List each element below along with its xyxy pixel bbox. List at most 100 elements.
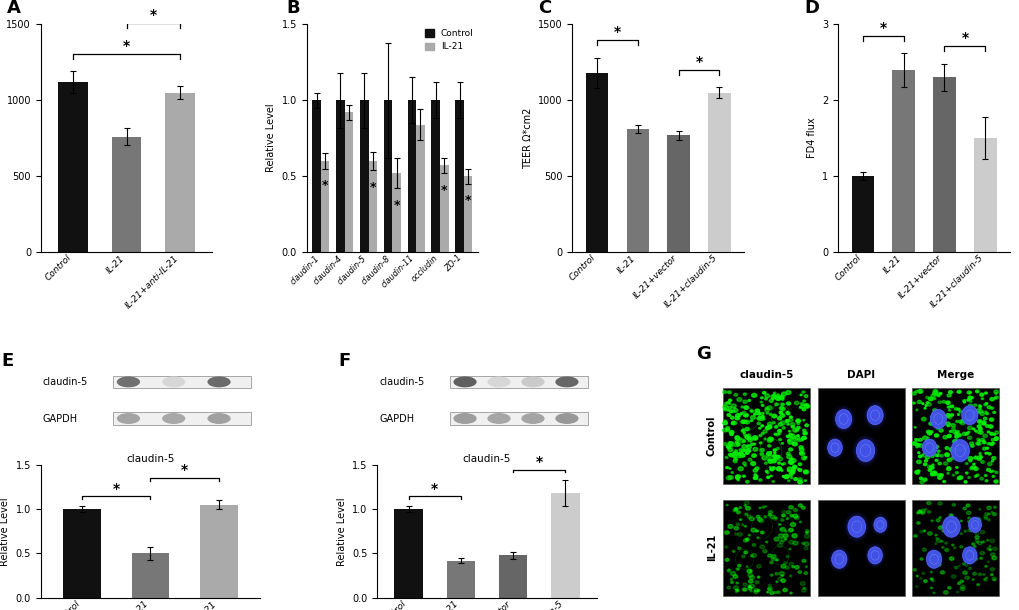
Text: *: * bbox=[369, 181, 376, 193]
Ellipse shape bbox=[924, 549, 942, 569]
Circle shape bbox=[954, 432, 957, 435]
Circle shape bbox=[802, 419, 804, 421]
Circle shape bbox=[936, 476, 942, 479]
Ellipse shape bbox=[490, 378, 506, 386]
Circle shape bbox=[795, 419, 800, 423]
Circle shape bbox=[790, 514, 793, 517]
Ellipse shape bbox=[453, 414, 475, 423]
Ellipse shape bbox=[211, 415, 227, 422]
Circle shape bbox=[915, 470, 917, 472]
Circle shape bbox=[994, 437, 998, 440]
Circle shape bbox=[797, 478, 801, 481]
Circle shape bbox=[976, 420, 979, 423]
Circle shape bbox=[994, 397, 996, 399]
Ellipse shape bbox=[165, 415, 181, 422]
Ellipse shape bbox=[489, 414, 507, 423]
Circle shape bbox=[734, 533, 737, 535]
Circle shape bbox=[990, 577, 996, 580]
Circle shape bbox=[964, 564, 967, 567]
Ellipse shape bbox=[960, 545, 978, 566]
Circle shape bbox=[918, 511, 921, 514]
Circle shape bbox=[764, 407, 767, 409]
Ellipse shape bbox=[847, 516, 865, 537]
Circle shape bbox=[956, 444, 959, 446]
Circle shape bbox=[957, 414, 959, 415]
Bar bbox=[113, 412, 251, 425]
Circle shape bbox=[978, 509, 980, 510]
Ellipse shape bbox=[871, 515, 888, 534]
Ellipse shape bbox=[489, 378, 507, 386]
Circle shape bbox=[799, 438, 803, 441]
Ellipse shape bbox=[453, 413, 476, 424]
Circle shape bbox=[950, 414, 953, 416]
Circle shape bbox=[916, 400, 920, 404]
Circle shape bbox=[772, 395, 774, 397]
Circle shape bbox=[749, 410, 752, 412]
Circle shape bbox=[981, 421, 985, 423]
Circle shape bbox=[804, 404, 809, 408]
Ellipse shape bbox=[525, 379, 540, 385]
Circle shape bbox=[747, 458, 751, 461]
Circle shape bbox=[949, 557, 953, 561]
Circle shape bbox=[984, 577, 986, 579]
Circle shape bbox=[781, 403, 784, 406]
Circle shape bbox=[965, 472, 967, 474]
Circle shape bbox=[975, 542, 977, 544]
Bar bbox=[368, 161, 377, 252]
Bar bbox=[321, 161, 329, 252]
Circle shape bbox=[792, 442, 797, 446]
Circle shape bbox=[976, 425, 980, 428]
Ellipse shape bbox=[961, 546, 977, 565]
Circle shape bbox=[759, 401, 762, 403]
Ellipse shape bbox=[826, 439, 842, 456]
Circle shape bbox=[728, 448, 732, 451]
Circle shape bbox=[968, 400, 971, 403]
Ellipse shape bbox=[950, 440, 968, 462]
Circle shape bbox=[986, 561, 988, 562]
Circle shape bbox=[749, 590, 751, 592]
Circle shape bbox=[781, 538, 785, 542]
Ellipse shape bbox=[947, 436, 972, 465]
Circle shape bbox=[945, 401, 949, 404]
Circle shape bbox=[921, 453, 926, 457]
Circle shape bbox=[780, 407, 785, 411]
Circle shape bbox=[748, 534, 749, 536]
Circle shape bbox=[727, 570, 730, 572]
Circle shape bbox=[963, 418, 967, 422]
Circle shape bbox=[794, 516, 798, 520]
Circle shape bbox=[928, 466, 933, 469]
Circle shape bbox=[730, 581, 733, 583]
Ellipse shape bbox=[117, 376, 140, 387]
Ellipse shape bbox=[453, 377, 475, 387]
Ellipse shape bbox=[120, 415, 137, 422]
Circle shape bbox=[788, 528, 793, 532]
Circle shape bbox=[803, 456, 806, 458]
Ellipse shape bbox=[487, 376, 511, 387]
Circle shape bbox=[750, 528, 755, 532]
Bar bbox=[112, 137, 142, 252]
Circle shape bbox=[763, 438, 765, 440]
Circle shape bbox=[783, 588, 787, 592]
Bar bbox=[200, 504, 237, 598]
Circle shape bbox=[735, 475, 739, 478]
Circle shape bbox=[952, 440, 956, 443]
Ellipse shape bbox=[826, 439, 842, 456]
Circle shape bbox=[938, 473, 943, 476]
Circle shape bbox=[731, 472, 733, 473]
Ellipse shape bbox=[867, 547, 881, 564]
Ellipse shape bbox=[928, 408, 947, 430]
Circle shape bbox=[932, 471, 935, 473]
Circle shape bbox=[954, 566, 957, 569]
Circle shape bbox=[721, 428, 727, 432]
Circle shape bbox=[723, 420, 726, 422]
Circle shape bbox=[802, 437, 805, 439]
Circle shape bbox=[801, 408, 805, 411]
Circle shape bbox=[963, 548, 967, 551]
Circle shape bbox=[774, 403, 777, 406]
Circle shape bbox=[954, 439, 957, 441]
Circle shape bbox=[789, 416, 792, 418]
Circle shape bbox=[779, 439, 781, 440]
Circle shape bbox=[801, 456, 805, 460]
Circle shape bbox=[758, 479, 761, 481]
Circle shape bbox=[979, 412, 983, 415]
